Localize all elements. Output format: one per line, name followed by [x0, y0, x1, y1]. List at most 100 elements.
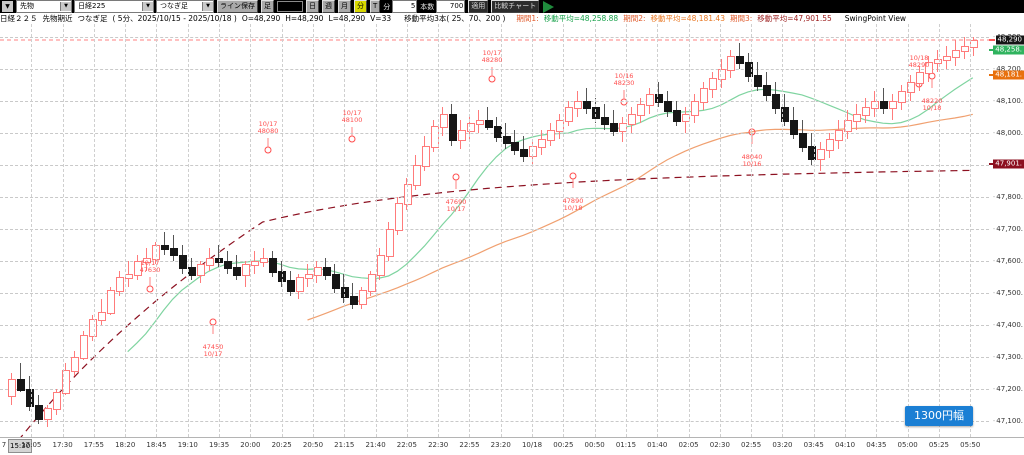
- candle-wick: [164, 232, 165, 254]
- candle-body: [413, 165, 421, 186]
- ma2-label: 期間2:: [623, 13, 645, 24]
- bar-button[interactable]: 足: [261, 0, 274, 13]
- candle-body: [637, 104, 645, 116]
- tick-dash-icon: -: [993, 289, 996, 297]
- symbol-select[interactable]: 日経225 ▼: [74, 0, 154, 13]
- save-line-button[interactable]: ライン保存: [217, 0, 258, 13]
- price-tick-value: 47,300.: [996, 353, 1023, 361]
- time-tick-label: 19:35: [209, 441, 229, 449]
- contract-value: つなぎ足: [157, 1, 191, 12]
- candle-body: [485, 120, 493, 128]
- grid-line-vertical: [689, 24, 690, 437]
- candle-body: [476, 120, 484, 125]
- swing-point-date: 10/18: [563, 205, 584, 212]
- ma3-value: 移動平均=47,901.55: [757, 13, 831, 24]
- grid-line-vertical: [532, 24, 533, 437]
- tick-dash-icon: -: [993, 257, 996, 265]
- candle-body: [763, 85, 771, 97]
- ma1-value: 移動平均=48,258.88: [544, 13, 618, 24]
- candle-body: [790, 120, 798, 135]
- time-tick-label: 21:40: [365, 441, 385, 449]
- minute-input[interactable]: 5: [392, 0, 417, 13]
- grid-line-vertical: [751, 24, 752, 437]
- period-day-button[interactable]: 日: [306, 0, 319, 13]
- play-icon[interactable]: [543, 1, 554, 13]
- compare-chart-button[interactable]: 比較チャート: [491, 0, 539, 13]
- grid-line-vertical: [908, 24, 909, 437]
- swing-point-marker: [349, 136, 355, 142]
- candle-body: [565, 107, 573, 122]
- time-tick-label: 04:35: [866, 441, 886, 449]
- swing-point-date: 10/17: [446, 206, 467, 213]
- time-tick-label: 00:50: [585, 441, 605, 449]
- price-tick-label: -48,000.: [993, 129, 1023, 137]
- candle-body: [673, 110, 681, 122]
- count-input[interactable]: 700: [436, 0, 465, 13]
- swing-point-marker: [489, 76, 495, 82]
- time-tick-label: 00:25: [553, 441, 573, 449]
- swing-point-marker: [265, 147, 271, 153]
- price-tick-value: 47,700.: [996, 225, 1023, 233]
- swing-point-price: 47630: [140, 267, 161, 274]
- chevron-down-icon[interactable]: ▼: [142, 2, 153, 11]
- grid-line-vertical: [876, 24, 877, 437]
- candle-body: [961, 46, 969, 51]
- grid-line-vertical: [31, 24, 32, 437]
- period-minute-button[interactable]: 分: [354, 0, 367, 13]
- time-tick-label: 04:10: [835, 441, 855, 449]
- candle-body: [664, 101, 672, 113]
- grid-line-horizontal: [0, 293, 989, 294]
- chevron-down-icon[interactable]: ▼: [60, 2, 71, 11]
- contract-select[interactable]: つなぎ足 ▼: [156, 0, 214, 13]
- time-tick-label: 02:30: [710, 441, 730, 449]
- grid-line-vertical: [63, 24, 64, 437]
- chart-overlay: [0, 24, 989, 437]
- swing-point-price: 48080: [258, 128, 279, 135]
- candle-body: [242, 264, 250, 276]
- time-tick-label: 22:05: [397, 441, 417, 449]
- candle-body: [817, 149, 825, 161]
- dropdown-arrow-icon[interactable]: ▼: [1, 0, 14, 13]
- swing-point-marker: [147, 286, 153, 292]
- time-tick-label: 05:00: [898, 441, 918, 449]
- candle-body: [449, 114, 457, 142]
- candle-body: [871, 101, 879, 109]
- swing-point-price: 48290: [909, 62, 930, 69]
- candle-body: [853, 114, 861, 122]
- range-badge: 1300円幅: [905, 406, 973, 426]
- candle-body: [161, 245, 169, 250]
- chevron-down-icon[interactable]: ▼: [202, 2, 213, 11]
- period-week-button[interactable]: 週: [322, 0, 335, 13]
- price-badge-marker: [989, 39, 995, 41]
- candle-body: [98, 312, 106, 320]
- candle-body: [547, 130, 555, 142]
- info-bar: 日経２２５ 先物期近 つなぎ足 ( 5分、2025/10/15 - 2025/1…: [0, 13, 1024, 24]
- price-axis[interactable]: -48,300.-48,200.-48,100.-48,000.-47,900.…: [989, 24, 1024, 437]
- apply-button[interactable]: 適用: [468, 0, 488, 13]
- minute-label: 分: [383, 2, 390, 12]
- price-tick-label: -47,100.: [993, 417, 1023, 425]
- symbol-value: 日経225: [75, 1, 108, 12]
- price-badge-marker: [989, 49, 995, 51]
- price-tick-label: -47,700.: [993, 225, 1023, 233]
- candle-body: [53, 392, 61, 410]
- grid-line-vertical: [501, 24, 502, 437]
- time-tick-label: 17:30: [53, 441, 73, 449]
- candle-body: [646, 94, 654, 106]
- candle-body: [799, 133, 807, 148]
- candle-body: [628, 114, 636, 126]
- info-low: L=48,290: [328, 14, 365, 23]
- period-tick-button[interactable]: T: [370, 0, 380, 13]
- price-tick-value: 48,100.: [996, 97, 1023, 105]
- color-swatch[interactable]: [277, 1, 303, 12]
- instrument-select[interactable]: 先物 ▼: [16, 0, 72, 13]
- period-month-button[interactable]: 月: [338, 0, 351, 13]
- info-volume: V=33: [370, 14, 391, 23]
- grid-line-horizontal: [0, 229, 989, 230]
- info-spec: ( 5分、2025/10/15 - 2025/10/18 ): [113, 13, 237, 24]
